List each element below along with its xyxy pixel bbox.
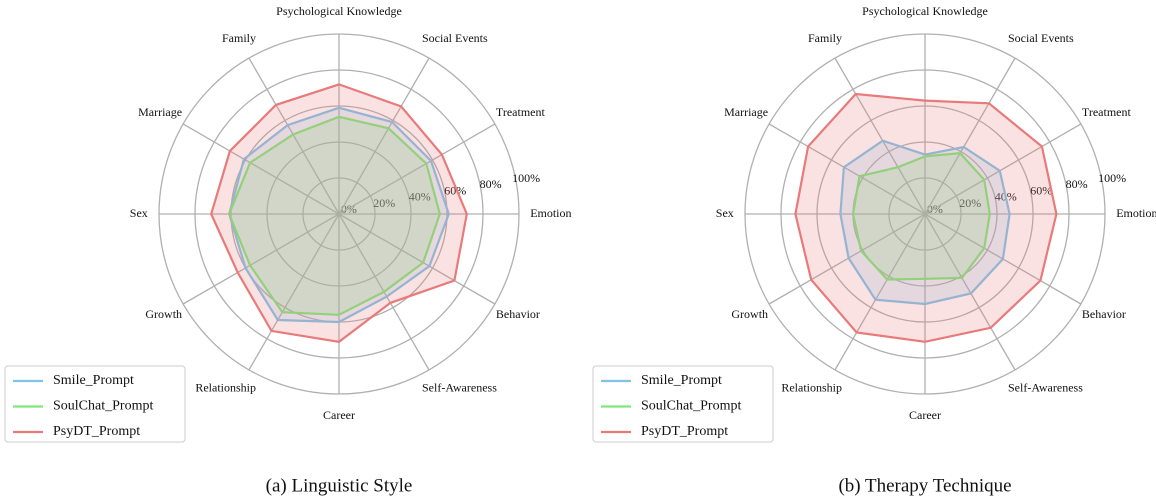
r-tick-label: 20% xyxy=(373,196,395,210)
axis-label: Marriage xyxy=(138,105,182,119)
legend-label: SoulChat_Prompt xyxy=(53,399,153,414)
series-area xyxy=(840,140,1010,304)
axis-label: Behavior xyxy=(496,307,540,321)
axis-label: Psychological Knowledge xyxy=(862,4,988,18)
axis-spoke xyxy=(248,213,340,371)
series-area xyxy=(795,94,1057,342)
axis-label: Emotion xyxy=(1116,206,1156,220)
axis-label: Psychological Knowledge xyxy=(276,4,402,18)
legend-label: PsyDT_Prompt xyxy=(53,424,140,439)
series-line xyxy=(794,92,1058,343)
axis-spoke xyxy=(924,57,1016,215)
radar-chart: 0%20%40%60%80%100%Psychological Knowledg… xyxy=(4,4,572,496)
axis-spoke xyxy=(768,123,926,215)
axis-label: Treatment xyxy=(496,105,546,119)
r-tick-label: 60% xyxy=(1030,183,1052,197)
r-tick-label: 80% xyxy=(1066,177,1088,191)
series-area xyxy=(211,84,467,342)
series-line xyxy=(851,152,991,281)
axis-label: Sex xyxy=(130,206,148,220)
axis-spoke xyxy=(834,213,926,371)
series-line xyxy=(839,139,1011,306)
radar-chart: 0%20%40%60%80%100%Psychological Knowledg… xyxy=(592,4,1156,496)
series-area xyxy=(853,153,990,280)
axis-label: Self-Awareness xyxy=(422,381,497,395)
axis-spoke xyxy=(248,57,340,215)
axis-spoke xyxy=(338,123,496,215)
chart-caption: (b) Therapy Technique xyxy=(838,475,1011,496)
series-area xyxy=(229,116,440,315)
r-tick-label: 40% xyxy=(409,190,431,204)
axis-label: Social Events xyxy=(422,31,488,45)
r-tick-label: 20% xyxy=(959,196,981,210)
axis-label: Treatment xyxy=(1082,105,1132,119)
legend-label: Smile_Prompt xyxy=(53,373,134,388)
axis-label: Relationship xyxy=(195,381,256,395)
r-tick-label: 100% xyxy=(512,171,540,185)
axis-label: Emotion xyxy=(530,206,571,220)
series-line xyxy=(228,115,441,316)
series-area xyxy=(229,107,449,322)
chart-caption: (a) Linguistic Style xyxy=(266,475,413,496)
axis-spoke xyxy=(338,213,496,305)
legend-box xyxy=(592,365,774,443)
axis-spoke xyxy=(182,123,340,215)
axis-label: Marriage xyxy=(724,105,768,119)
r-tick-label: 60% xyxy=(444,183,466,197)
axis-label: Career xyxy=(909,408,941,422)
axis-spoke xyxy=(768,213,926,305)
axis-label: Family xyxy=(222,31,256,45)
axis-label: Social Events xyxy=(1008,31,1074,45)
axis-label: Sex xyxy=(716,206,734,220)
axis-spoke xyxy=(924,123,1082,215)
legend-label: PsyDT_Prompt xyxy=(641,424,728,439)
axis-label: Growth xyxy=(731,307,768,321)
legend-label: Smile_Prompt xyxy=(641,373,722,388)
axis-label: Growth xyxy=(145,307,182,321)
axis-label: Family xyxy=(808,31,842,45)
series-line xyxy=(228,106,450,324)
axis-label: Self-Awareness xyxy=(1008,381,1083,395)
axis-spoke xyxy=(924,213,1016,371)
axis-label: Behavior xyxy=(1082,307,1126,321)
axis-spoke xyxy=(338,57,430,215)
legend-box xyxy=(4,365,186,443)
axis-spoke xyxy=(182,213,340,305)
axis-spoke xyxy=(834,57,926,215)
r-tick-label: 100% xyxy=(1098,171,1126,185)
axis-label: Career xyxy=(323,408,355,422)
legend-label: SoulChat_Prompt xyxy=(641,399,741,414)
axis-label: Relationship xyxy=(781,381,842,395)
series-line xyxy=(210,83,468,343)
r-tick-label: 80% xyxy=(480,177,502,191)
